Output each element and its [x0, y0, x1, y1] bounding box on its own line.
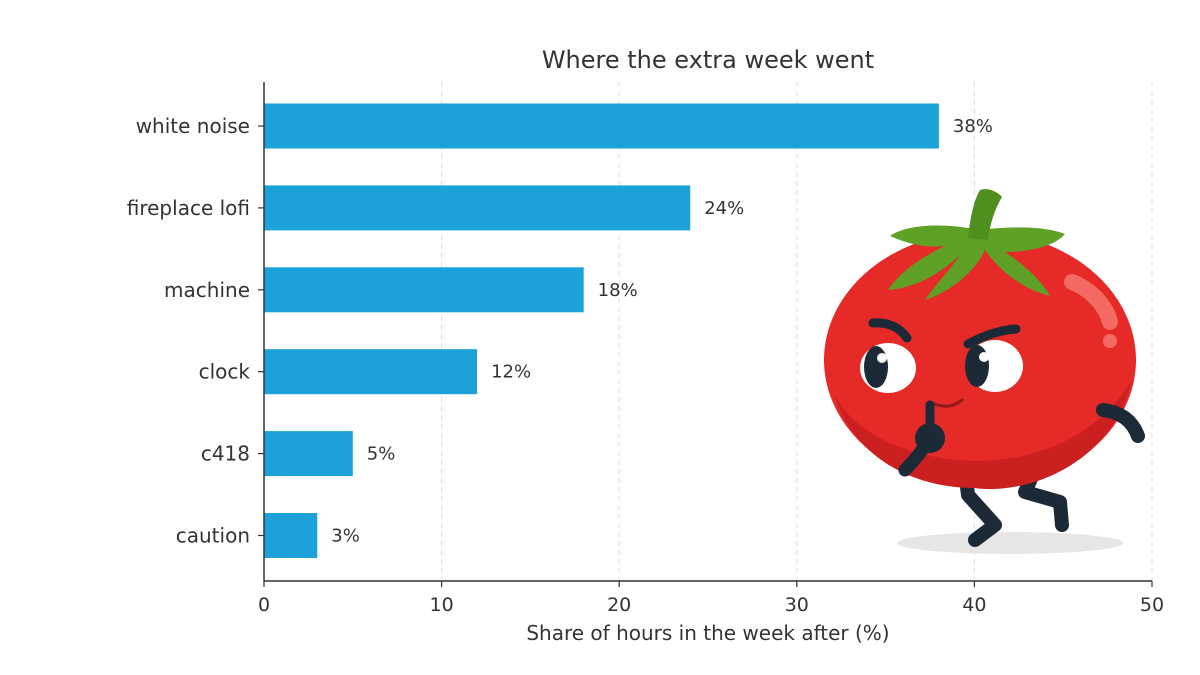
category-label: clock — [199, 360, 251, 384]
bar — [264, 103, 939, 149]
x-tick-label: 10 — [430, 594, 454, 616]
bar — [264, 185, 691, 231]
axes: white noise fireplace lofi machine clock c41… — [127, 82, 1164, 616]
angry-tomato-mascot-icon — [824, 189, 1145, 554]
bar — [264, 513, 318, 558]
data-label: 3% — [331, 526, 360, 547]
chart-title: Where the extra week went — [542, 46, 874, 74]
bar — [264, 267, 584, 313]
data-label: 5% — [367, 444, 396, 465]
x-axis-title: Share of hours in the week after (%) — [526, 621, 889, 645]
bar — [264, 431, 353, 477]
category-label: c418 — [201, 442, 250, 466]
mascot-shadow — [897, 532, 1123, 554]
bars: 38% 24% 18% 12% 5% 3% — [264, 103, 993, 558]
category-label: fireplace lofi — [127, 196, 250, 220]
data-label: 24% — [704, 198, 744, 219]
category-label: caution — [176, 524, 250, 548]
data-label: 18% — [598, 280, 638, 301]
category-label: white noise — [136, 114, 250, 138]
data-label: 12% — [491, 362, 531, 383]
x-tick-label: 30 — [785, 594, 809, 616]
x-tick-label: 0 — [258, 594, 270, 616]
bar — [264, 349, 478, 395]
data-label: 38% — [953, 116, 993, 137]
x-tick-label: 50 — [1140, 594, 1164, 616]
x-tick-label: 40 — [962, 594, 986, 616]
category-label: machine — [164, 278, 250, 302]
x-tick-label: 20 — [607, 594, 631, 616]
